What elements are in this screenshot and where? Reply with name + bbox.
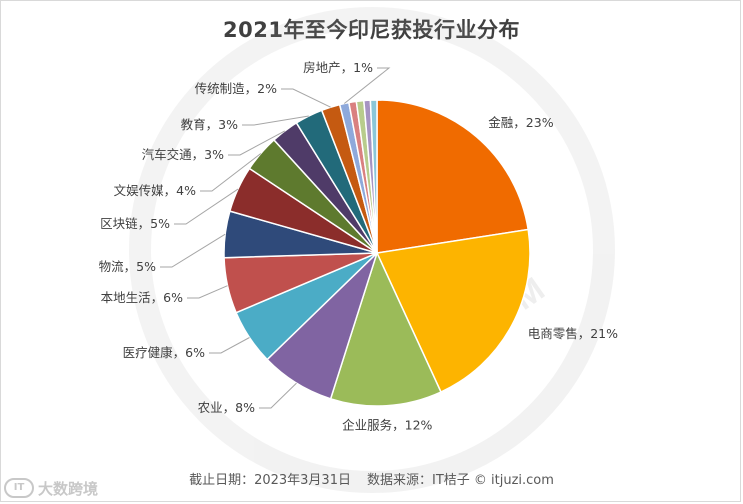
pie-slice-金融 [376,99,530,254]
slice-label: 本地生活，6% [101,290,183,305]
slice-label: 企业服务，12% [342,418,432,433]
corner-logo-text: 大数跨境 [38,479,99,498]
footer-date: 截止日期：2023年3月31日 [189,473,351,488]
slice-label: 房地产，1% [303,60,373,75]
leader-line [187,285,228,299]
leader-line [242,115,309,126]
slice-label: 物流，5% [99,259,156,274]
leader-line [174,188,239,225]
slice-label: 区块链，5% [100,216,170,231]
chart-footer: 截止日期：2023年3月31日 数据来源：IT桔子 © itjuzi.com [0,469,743,488]
leader-line [259,382,297,409]
slice-label: 传统制造，2% [195,81,277,96]
leader-line [228,130,286,156]
slice-label: 汽车交通，3% [142,147,224,162]
slice-label: 教育，3% [181,117,238,132]
slice-label: 电商零售，21% [528,326,618,341]
chart-title: 2021年至今印尼获投行业分布 [223,18,520,42]
leader-line [343,67,391,104]
leader-line [160,233,226,268]
pie-slice-企业服务 [329,250,442,407]
corner-logo-icon: IT [4,478,34,498]
slice-label: 医疗健康，6% [123,345,205,360]
slice-label: 文娱传媒，4% [114,183,196,198]
corner-watermark-logo: IT 大数跨境 [4,476,98,500]
pie-slice-电商零售 [375,228,531,393]
leader-line [200,153,262,192]
slice-label: 金融，23% [488,115,553,130]
footer-source: 数据来源：IT桔子 © itjuzi.com [366,473,554,488]
slice-label: 农业，8% [198,400,255,415]
pie-slice-16 [369,99,378,254]
leader-line [209,337,250,354]
leader-line [281,88,331,108]
